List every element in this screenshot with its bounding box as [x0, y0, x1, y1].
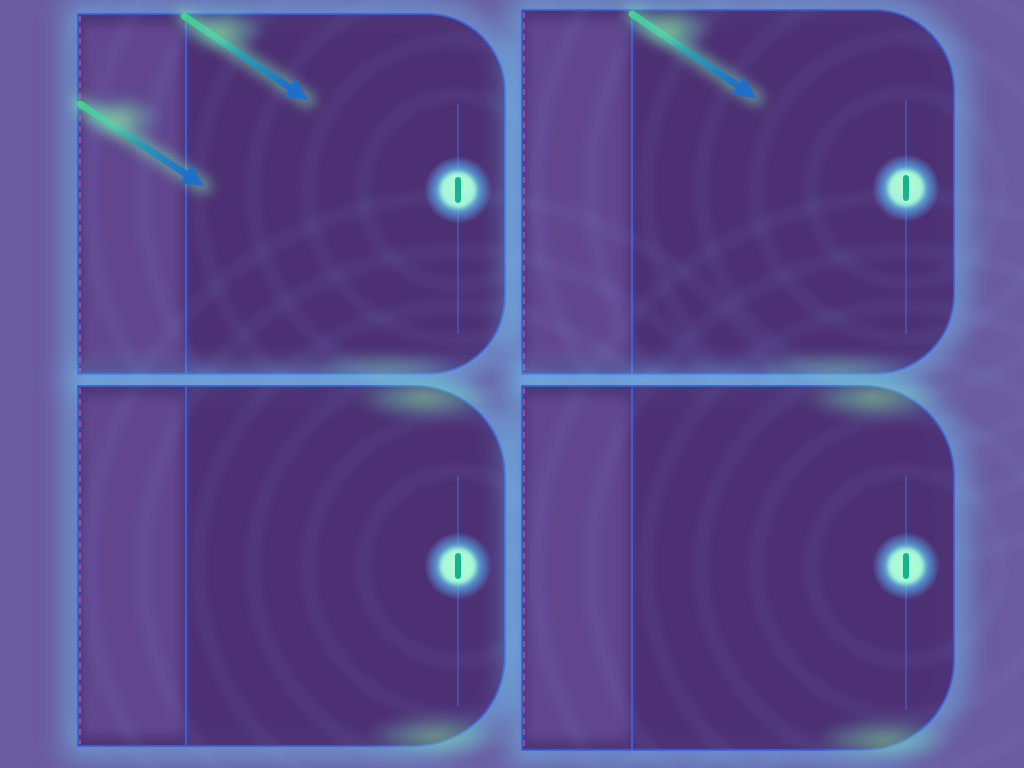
arrow-hotspot: [632, 6, 712, 50]
panel-body: [522, 386, 954, 750]
edge-hotspot: [804, 376, 944, 420]
incident-arrow-head: [283, 78, 308, 100]
wave-ring: [531, 191, 1024, 768]
arrow-hotspot: [184, 8, 264, 52]
panel-body: [522, 10, 954, 374]
edge-hotspot: [814, 718, 954, 762]
incident-arrow-head: [731, 76, 756, 98]
panel-bottom-right: [509, 191, 1024, 768]
panel-body: [78, 14, 505, 374]
panel-bottom-left: [65, 191, 833, 768]
incident-arrow-head: [179, 164, 204, 186]
wave-ring: [641, 301, 1024, 768]
wave-ring: [586, 246, 1024, 768]
source-marker: [903, 553, 909, 579]
edge-hotspot: [355, 376, 495, 420]
panel-body: [78, 386, 505, 746]
wave-ring: [751, 33, 1024, 343]
wave-ring: [696, 356, 1024, 768]
arrow-hotspot: [80, 96, 160, 140]
panel-top-right: [509, 0, 1024, 563]
source-marker: [455, 553, 461, 579]
edge-hotspot: [365, 714, 505, 758]
